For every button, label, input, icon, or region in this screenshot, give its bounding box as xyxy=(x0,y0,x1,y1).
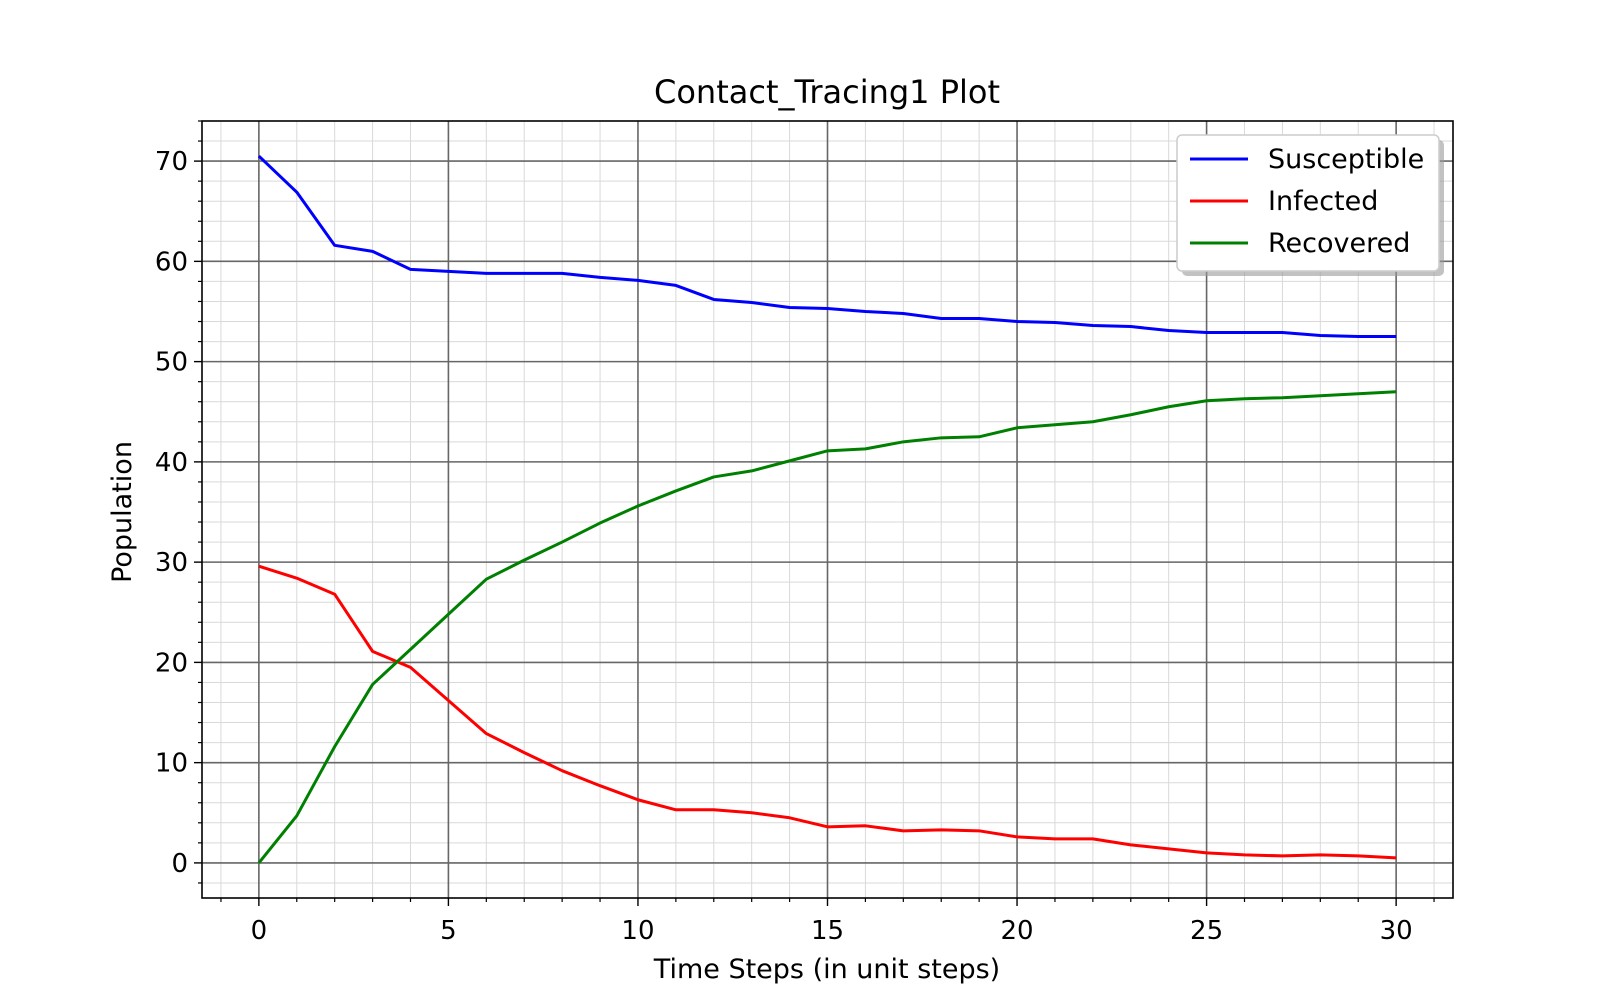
y-axis-ticks: 0 10 20 30 40 50 60 70 xyxy=(155,120,202,884)
x-tick-label: 10 xyxy=(621,916,654,946)
x-tick-label: 20 xyxy=(1000,916,1033,946)
x-tick-label: 15 xyxy=(811,916,844,946)
y-tick-label: 20 xyxy=(155,648,188,678)
legend-items: Susceptible Infected Recovered xyxy=(1190,144,1424,259)
legend-box xyxy=(1176,134,1440,272)
y-tick-label: 0 xyxy=(171,849,188,879)
y-tick-label: 50 xyxy=(155,348,188,378)
x-axis-ticks: 0 5 10 15 20 25 30 xyxy=(220,898,1435,946)
y-tick-label: 60 xyxy=(155,247,188,277)
x-tick-label: 5 xyxy=(440,916,457,946)
y-tick-label: 40 xyxy=(155,448,188,478)
x-tick-label: 0 xyxy=(251,916,268,946)
legend-label-recovered: Recovered xyxy=(1268,228,1410,259)
series-line-recovered xyxy=(257,390,1397,864)
y-tick-label: 10 xyxy=(155,749,188,779)
series-line-susceptible xyxy=(257,155,1397,339)
legend-label-infected: Infected xyxy=(1268,186,1378,217)
x-axis-label: Time Steps (in unit steps) xyxy=(653,954,1000,985)
y-tick-label: 30 xyxy=(155,548,188,578)
y-axis-label: Population xyxy=(107,441,138,583)
y-tick-label: 70 xyxy=(155,147,188,177)
x-tick-label: 30 xyxy=(1380,916,1413,946)
legend: Susceptible Infected Recovered xyxy=(1176,134,1444,276)
series-line-infected xyxy=(258,564,1397,860)
chart-title: Contact_Tracing1 Plot xyxy=(654,73,1000,111)
legend-label-susceptible: Susceptible xyxy=(1268,144,1424,175)
series-lines xyxy=(257,155,1397,864)
x-tick-label: 25 xyxy=(1190,916,1223,946)
